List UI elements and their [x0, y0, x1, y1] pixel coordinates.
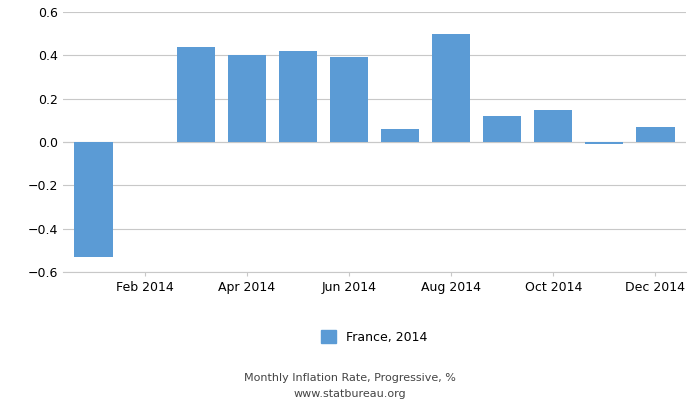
Bar [432, 34, 470, 142]
Bar [381, 129, 419, 142]
Legend: France, 2014: France, 2014 [316, 325, 433, 349]
Bar [636, 127, 675, 142]
Bar [176, 47, 215, 142]
Bar [74, 142, 113, 257]
Bar [483, 116, 522, 142]
Bar [330, 58, 368, 142]
Bar [534, 110, 573, 142]
Bar [228, 55, 266, 142]
Text: Monthly Inflation Rate, Progressive, %: Monthly Inflation Rate, Progressive, % [244, 373, 456, 383]
Text: www.statbureau.org: www.statbureau.org [294, 389, 406, 399]
Bar [279, 51, 317, 142]
Bar [585, 142, 624, 144]
